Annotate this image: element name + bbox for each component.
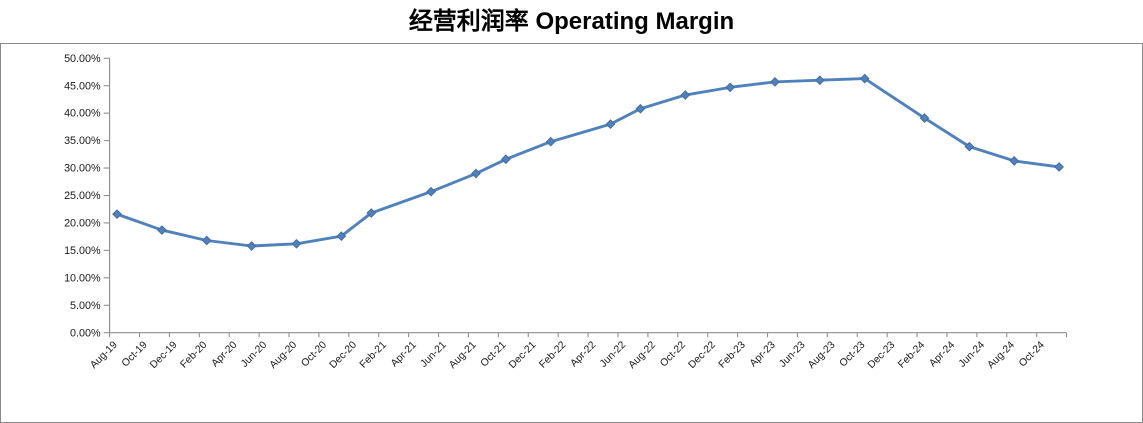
- chart-title: 经营利润率 Operating Margin: [408, 8, 735, 35]
- x-axis-tick-label: Apr-20: [210, 339, 240, 369]
- x-axis-tick-label: Jun-23: [778, 339, 808, 369]
- x-axis-tick-label: Aug-24: [986, 339, 1018, 371]
- y-axis-tick-label: 10.00%: [64, 272, 101, 284]
- x-axis-tick-label: Dec-23: [866, 339, 898, 371]
- x-axis-tick-label: Aug-20: [268, 339, 300, 371]
- x-axis-tick-label: Feb-24: [896, 339, 927, 370]
- x-axis-tick-label: Oct-19: [120, 339, 150, 369]
- x-axis-tick-label: Apr-24: [927, 339, 957, 369]
- data-point-marker: [201, 235, 212, 246]
- y-axis-tick-label: 5.00%: [70, 300, 101, 312]
- plot-area[interactable]: 50.00% 45.00% 40.00% 35.00% 30.00% 25.00% 20.0…: [0, 43, 1143, 423]
- data-point-marker: [680, 90, 691, 100]
- x-axis-tick-label: Dec-22: [687, 339, 719, 371]
- y-axis-tick-label: 50.00%: [64, 53, 101, 65]
- x-axis-tick-label: Aug-22: [627, 339, 659, 371]
- x-axis-tick-label: Dec-20: [328, 339, 360, 371]
- y-axis-tick-label: 35.00%: [64, 135, 101, 147]
- x-axis-tick-label: Jun-20: [239, 339, 269, 369]
- x-axis-tick-label: Aug-21: [447, 339, 479, 371]
- x-axis-tick-label: Oct-22: [658, 339, 688, 369]
- data-point-marker: [964, 141, 975, 152]
- data-point-marker: [725, 82, 735, 93]
- data-point-marker: [157, 225, 167, 235]
- data-point-marker: [919, 113, 930, 123]
- x-axis-tick-label: Jun-24: [957, 339, 987, 369]
- x-axis-tick-label: Dec-19: [148, 339, 180, 371]
- data-point-marker: [635, 103, 646, 114]
- x-axis-tick-label: Oct-21: [479, 339, 509, 369]
- x-axis-tick-label: Apr-21: [389, 339, 419, 369]
- data-point-marker: [1054, 162, 1064, 172]
- data-point-marker: [1009, 156, 1020, 166]
- data-point-marker: [366, 208, 377, 218]
- series-line: [115, 77, 1061, 248]
- x-axis-tick-label: Feb-22: [537, 339, 568, 370]
- x-axis-tick-label: Apr-23: [748, 339, 778, 369]
- data-point-marker: [291, 238, 302, 249]
- data-point-marker: [112, 209, 122, 220]
- data-point-marker: [859, 73, 870, 84]
- data-point-marker: [336, 231, 347, 241]
- x-axis-tick-label: Apr-22: [569, 339, 599, 369]
- data-point-marker: [426, 186, 436, 197]
- x-axis-tick-label: Feb-23: [717, 339, 748, 370]
- x-axis-tick-label: Feb-20: [179, 339, 210, 370]
- y-axis-tick-label: 20.00%: [64, 218, 101, 230]
- y-axis-tick-label: 15.00%: [64, 245, 101, 257]
- x-axis-tick-label: Oct-23: [838, 339, 868, 369]
- y-axis-tick-label: 0.00%: [70, 327, 101, 339]
- x-axis-tick-label: Jun-21: [419, 339, 449, 369]
- y-axis-tick-label: 30.00%: [64, 163, 101, 175]
- data-point-marker: [500, 154, 511, 165]
- data-point-marker: [471, 168, 481, 179]
- x-axis-tick-label: Aug-23: [806, 339, 838, 371]
- x-axis-tick-label: Aug-19: [88, 339, 120, 371]
- y-axis-tick-label: 45.00%: [64, 80, 101, 92]
- data-point-marker: [770, 77, 780, 87]
- data-point-marker: [545, 136, 556, 147]
- data-point-marker: [814, 75, 825, 86]
- x-axis-tick-label: Dec-21: [507, 339, 539, 371]
- data-point-marker: [605, 119, 616, 129]
- x-axis-tick-label: Jun-22: [598, 339, 628, 369]
- data-point-marker: [246, 241, 257, 251]
- y-axis-tick-label: 25.00%: [64, 190, 101, 202]
- y-axis-tick-label: 40.00%: [64, 108, 101, 120]
- x-axis-tick-label: Oct-24: [1017, 339, 1047, 369]
- x-axis-tick-label: Feb-21: [358, 339, 389, 370]
- x-axis-tick-label: Oct-20: [299, 339, 329, 369]
